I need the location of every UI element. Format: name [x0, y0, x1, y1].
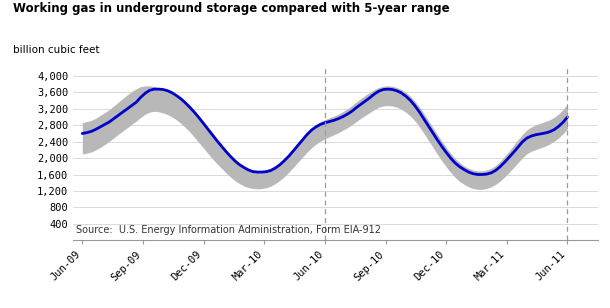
- Text: Working gas in underground storage compared with 5-year range: Working gas in underground storage compa…: [13, 2, 450, 15]
- Text: billion cubic feet: billion cubic feet: [13, 45, 99, 55]
- Text: Source:  U.S. Energy Information Administration, Form EIA-912: Source: U.S. Energy Information Administ…: [76, 225, 381, 235]
